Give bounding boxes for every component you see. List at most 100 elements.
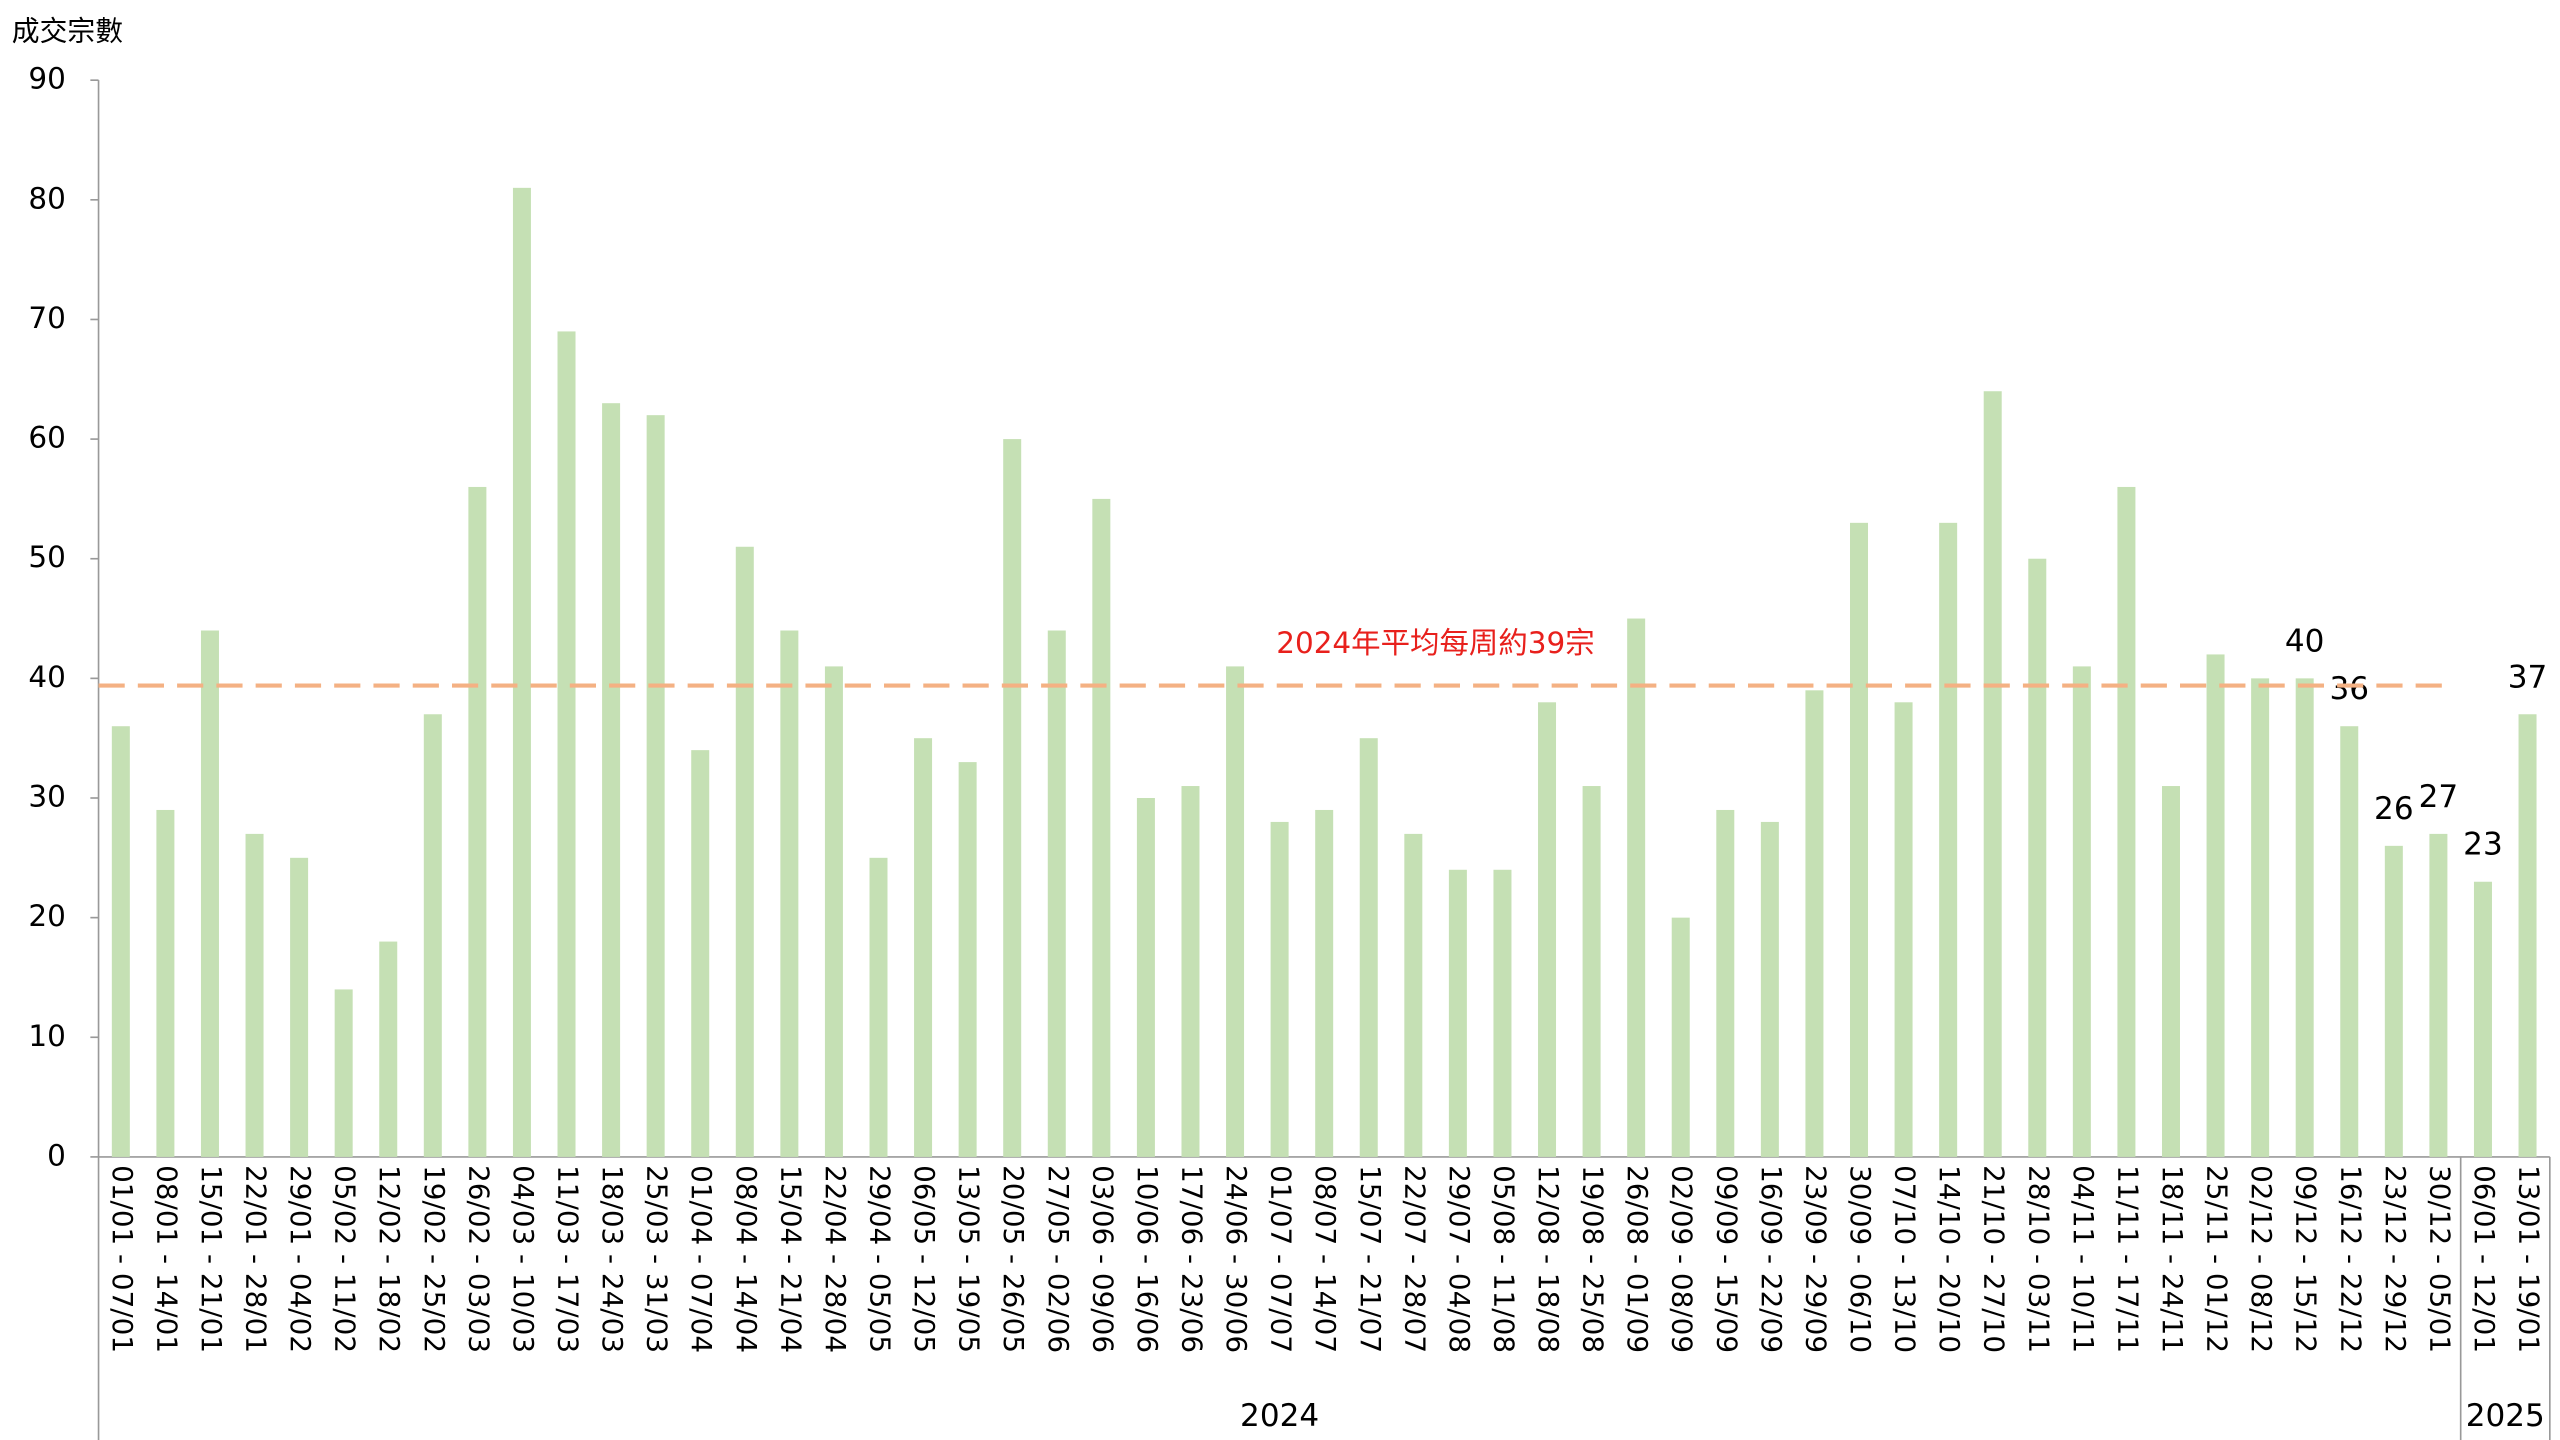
- x-tick-label: 02/09 - 08/09: [1666, 1165, 1699, 1353]
- x-tick-label: 26/08 - 01/09: [1621, 1165, 1654, 1353]
- bar: [1760, 821, 1779, 1157]
- bar: [1850, 522, 1869, 1157]
- x-tick-label: 11/11 - 17/11: [2111, 1165, 2144, 1353]
- bar: [334, 989, 353, 1157]
- bar: [2117, 486, 2136, 1157]
- x-tick-label: 14/10 - 20/10: [1933, 1165, 1966, 1353]
- bar: [1359, 738, 1378, 1157]
- bar: [512, 187, 531, 1157]
- x-tick-label: 05/08 - 11/08: [1487, 1165, 1520, 1353]
- x-tick-label: 15/04 - 21/04: [774, 1165, 807, 1353]
- y-tick-label: 10: [28, 1019, 65, 1053]
- bar: [2384, 845, 2403, 1157]
- y-tick-label: 40: [28, 660, 65, 694]
- x-tick-label: 20/05 - 26/05: [997, 1165, 1030, 1353]
- x-tick-label: 29/07 - 04/08: [1443, 1165, 1476, 1353]
- x-tick-label: 03/06 - 09/06: [1086, 1165, 1119, 1353]
- bar: [1448, 869, 1467, 1157]
- x-tick-label: 12/08 - 18/08: [1532, 1165, 1565, 1353]
- x-tick-label: 28/10 - 03/11: [2022, 1165, 2055, 1353]
- x-tick-label: 04/03 - 10/03: [507, 1165, 540, 1353]
- group-label: 2024: [1240, 1398, 1319, 1434]
- bar: [824, 666, 843, 1157]
- bar: [1805, 690, 1824, 1157]
- x-tick-label: 08/04 - 14/04: [730, 1165, 763, 1353]
- x-tick-label: 07/10 - 13/10: [1889, 1165, 1922, 1353]
- y-tick-label: 80: [28, 181, 65, 215]
- group-label: 2025: [2466, 1398, 2545, 1434]
- bar: [2161, 786, 2180, 1157]
- bar: [602, 403, 621, 1157]
- x-tick-label: 29/01 - 04/02: [284, 1165, 317, 1353]
- x-tick-label: 13/05 - 19/05: [953, 1165, 986, 1353]
- bar: [1716, 809, 1735, 1157]
- bar: [780, 630, 799, 1157]
- x-tick-label: 22/01 - 28/01: [240, 1165, 273, 1353]
- bar: [379, 941, 398, 1157]
- x-tick-label: 01/04 - 07/04: [685, 1165, 718, 1353]
- x-tick-label: 24/06 - 30/06: [1220, 1165, 1253, 1353]
- x-tick-label: 08/01 - 14/01: [150, 1165, 183, 1353]
- reference-label: 2024年平均每周約39宗: [1276, 626, 1594, 660]
- bar: [1003, 439, 1022, 1157]
- bar: [2473, 881, 2492, 1157]
- x-tick-label: 30/12 - 05/01: [2423, 1165, 2456, 1353]
- bar: [111, 726, 130, 1157]
- bar: [1404, 833, 1423, 1157]
- x-tick-label: 26/02 - 03/03: [462, 1165, 495, 1353]
- x-tick-label: 09/12 - 15/12: [2290, 1165, 2323, 1353]
- data-label: 36: [2329, 671, 2369, 707]
- bar: [1671, 917, 1690, 1157]
- bar: [2295, 678, 2314, 1157]
- bar: [958, 762, 977, 1157]
- bar: [156, 809, 175, 1157]
- bar: [2518, 714, 2537, 1157]
- bar: [423, 714, 442, 1157]
- bar: [557, 331, 576, 1157]
- bar: [1493, 869, 1512, 1157]
- bar: [2206, 654, 2225, 1157]
- x-tick-label: 21/10 - 27/10: [1978, 1165, 2011, 1353]
- x-tick-label: 04/11 - 10/11: [2067, 1165, 2100, 1353]
- data-label: 26: [2374, 791, 2414, 827]
- x-tick-label: 01/07 - 07/07: [1265, 1165, 1298, 1353]
- bar: [1315, 809, 1334, 1157]
- bar: [1136, 798, 1155, 1157]
- x-tick-label: 06/05 - 12/05: [908, 1165, 941, 1353]
- y-tick-label: 90: [28, 62, 65, 96]
- y-tick-label: 70: [28, 301, 65, 335]
- y-tick-label: 50: [28, 540, 65, 574]
- bar: [735, 546, 754, 1157]
- bar: [2072, 666, 2091, 1157]
- data-label: 37: [2508, 659, 2548, 695]
- bar: [1226, 666, 1245, 1157]
- x-tick-label: 30/09 - 06/10: [1844, 1165, 1877, 1353]
- data-label: 27: [2419, 779, 2459, 815]
- y-tick-label: 30: [28, 780, 65, 814]
- bar: [2028, 558, 2047, 1157]
- bar: [1092, 498, 1111, 1157]
- x-tick-label: 29/04 - 05/05: [863, 1165, 896, 1353]
- bar: [1894, 702, 1913, 1157]
- x-tick-label: 09/09 - 15/09: [1710, 1165, 1743, 1353]
- y-tick-label: 20: [28, 899, 65, 933]
- x-tick-label: 12/02 - 18/02: [373, 1165, 406, 1353]
- bar: [2429, 833, 2448, 1157]
- bar: [1582, 786, 1601, 1157]
- bar: [2340, 726, 2359, 1157]
- bar: [691, 750, 710, 1157]
- x-tick-label: 17/06 - 23/06: [1175, 1165, 1208, 1353]
- x-tick-label: 25/11 - 01/12: [2201, 1165, 2234, 1353]
- bar: [914, 738, 933, 1157]
- x-tick-label: 11/03 - 17/03: [552, 1165, 585, 1353]
- bar: [200, 630, 219, 1157]
- x-tick-label: 02/12 - 08/12: [2245, 1165, 2278, 1353]
- x-tick-label: 22/04 - 28/04: [819, 1165, 852, 1353]
- data-label: 40: [2285, 623, 2325, 659]
- x-tick-label: 15/07 - 21/07: [1354, 1165, 1387, 1353]
- x-tick-label: 06/01 - 12/01: [2468, 1165, 2501, 1353]
- x-tick-label: 19/08 - 25/08: [1577, 1165, 1610, 1353]
- x-tick-label: 15/01 - 21/01: [195, 1165, 228, 1353]
